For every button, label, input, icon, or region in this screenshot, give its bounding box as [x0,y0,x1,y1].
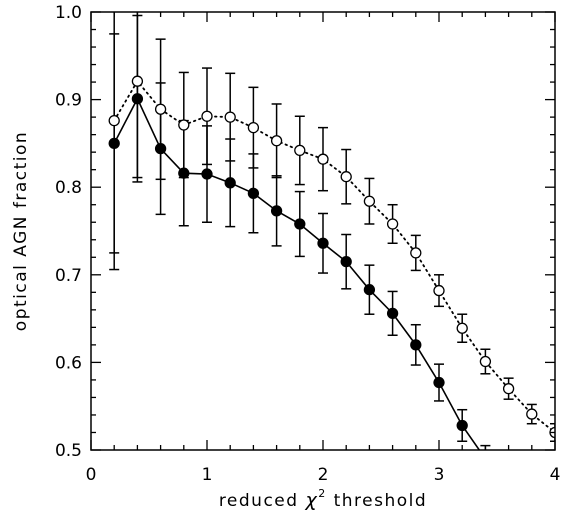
x-tick-label: 1 [202,465,213,485]
x-axis-label-superscript: 2 [318,487,327,500]
x-tick-label: 2 [318,465,329,485]
data-point-filled [340,256,352,268]
tick-labels-layer: 0 1 2 3 4 0.5 0.6 0.7 0.8 0.9 1.0 [55,3,560,485]
x-tick-label: 4 [550,465,561,485]
x-axis-label-symbol: χ [304,489,318,511]
data-point-filled [456,419,468,432]
data-point-open [479,355,492,368]
data-point-open [131,75,144,87]
y-axis-label: optical AGN fraction [11,131,31,331]
data-point-open [340,171,352,183]
data-point-filled [410,339,422,351]
data-point-open [154,103,167,115]
series-open [108,12,555,442]
data-point-filled [480,454,490,464]
y-tick-label: 1.0 [55,3,82,23]
data-point-filled [363,284,376,296]
data-point-open [294,144,306,157]
x-axis-label-pre: reduced [219,491,306,511]
data-point-filled [317,237,329,249]
x-axis-label: reduced χ2 threshold [219,487,427,511]
data-point-open [410,247,422,259]
data-point-open [386,218,399,230]
data-point-open [526,408,538,420]
data-point-filled [433,376,445,389]
y-tick-label: 0.7 [55,266,82,286]
x-axis-label-post: threshold [327,491,427,511]
ticks-layer [90,11,556,451]
data-point-open [224,111,236,123]
y-tick-label: 0.6 [55,353,82,373]
data-point-open [201,110,213,122]
data-point-open [178,119,190,131]
data-point-open [270,135,283,147]
x-tick-label: 0 [86,465,97,485]
data-point-open [247,121,260,134]
data-point-filled [294,218,306,230]
data-point-filled [201,168,213,180]
data-point-filled [386,307,399,319]
data-point-open [108,114,120,127]
data-point-open [456,322,468,334]
y-tick-label: 0.9 [55,91,82,111]
y-tick-label: 0.8 [55,178,82,198]
series-line [113,79,555,434]
series-layer [108,12,555,464]
data-point-filled [224,177,236,189]
data-point-open [363,195,376,207]
data-point-open [433,284,445,297]
data-point-filled [247,187,260,199]
data-point-filled [270,205,283,217]
data-point-open [317,153,329,165]
series-filled [108,14,491,464]
x-tick-label: 3 [434,465,445,485]
y-tick-label: 0.5 [55,441,82,461]
data-point-open [502,383,515,395]
